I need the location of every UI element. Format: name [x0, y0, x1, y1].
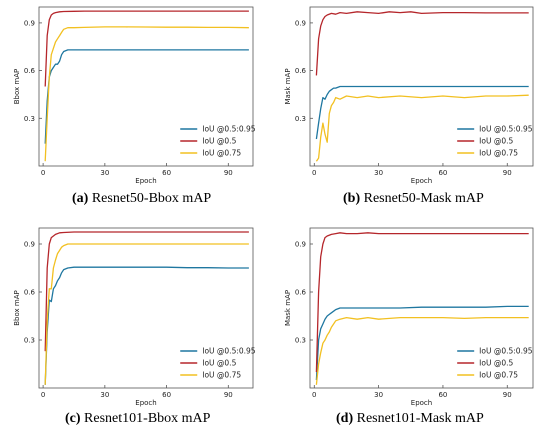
chart-d-ytick-label: 0.6 — [295, 289, 307, 297]
chart-b-ylabel: Mask mAP — [284, 68, 292, 104]
chart-a-legend-label-2: IoU @0.75 — [202, 149, 241, 158]
chart-a-legend-label-0: IoU @0.5:0.95 — [202, 125, 256, 134]
chart-b-series-0-line — [315, 85, 529, 140]
chart-b-frame — [309, 6, 534, 167]
caption-a: (a) Resnet50-Bbox mAP — [72, 191, 211, 207]
caption-c-text: Resnet101-Bbox mAP — [80, 411, 211, 426]
chart-d: 0.3 0.6 0.9 0 30 60 90 Epoch Mask mAP IoU @0.5:0.… — [284, 227, 534, 407]
chart-b-legend-label-2: IoU @0.75 — [479, 149, 518, 158]
caption-c: (c) Resnet101-Bbox mAP — [65, 411, 210, 427]
chart-d-series-1-line — [315, 232, 529, 373]
chart-c-legend-label-0: IoU @0.5:0.95 — [202, 347, 256, 356]
chart-a-xtick-label: 90 — [224, 169, 233, 177]
chart-a-frame — [38, 6, 254, 167]
chart-d-legend-label-0: IoU @0.5:0.95 — [479, 347, 533, 356]
chart-a-xtick-label: 60 — [162, 169, 171, 177]
chart-b-xlabel: Epoch — [411, 177, 432, 185]
chart-b-series-2-line — [315, 94, 529, 162]
chart-a-series-2-line — [44, 26, 249, 162]
chart-c-legend-label-1: IoU @0.5 — [202, 359, 236, 368]
chart-b-ytick-label: 0.9 — [295, 19, 306, 27]
chart-b-xtick-label: 90 — [503, 169, 512, 177]
caption-a-text: Resnet50-Bbox mAP — [88, 191, 212, 206]
chart-d-legend-label-2: IoU @0.75 — [479, 371, 518, 380]
chart-a-xtick-label: 0 — [41, 169, 45, 177]
chart-c-ytick-label: 0.6 — [24, 289, 36, 297]
chart-d-xtick-label: 30 — [374, 391, 383, 399]
chart-c-ytick-label: 0.9 — [24, 241, 35, 249]
chart-b-xtick-label: 60 — [438, 169, 447, 177]
chart-a-series-1-line — [44, 10, 249, 87]
chart-a-ytick-label: 0.3 — [24, 115, 35, 123]
caption-b: (b) Resnet50-Mask mAP — [343, 191, 484, 207]
chart-c-ylabel: Bbox mAP — [13, 290, 21, 326]
chart-c-xtick-label: 90 — [224, 391, 233, 399]
caption-d-text: Resnet101-Mask mAP — [353, 411, 484, 426]
chart-a-legend-label-1: IoU @0.5 — [202, 137, 236, 146]
chart-d-ylabel: Mask mAP — [284, 290, 292, 326]
chart-d-ytick-label: 0.9 — [295, 241, 306, 249]
chart-a-xtick-label: 30 — [100, 169, 109, 177]
chart-d-xlabel: Epoch — [411, 399, 432, 407]
chart-d-series-0-line — [315, 305, 529, 381]
caption-d-letter: (d) — [336, 411, 354, 426]
caption-b-letter: (b) — [343, 191, 361, 206]
chart-b-ytick-label: 0.3 — [295, 115, 306, 123]
chart-c-ytick-label: 0.3 — [24, 337, 35, 345]
chart-b-legend-label-1: IoU @0.5 — [479, 137, 513, 146]
chart-b-xtick-label: 30 — [374, 169, 383, 177]
chart-a-ytick-label: 0.9 — [24, 19, 35, 27]
chart-c-xtick-label: 60 — [162, 391, 171, 399]
chart-c-xtick-label: 0 — [41, 391, 45, 399]
chart-a-ytick-label: 0.6 — [24, 67, 36, 75]
chart-b-legend-label-0: IoU @0.5:0.95 — [479, 125, 533, 134]
chart-c-legend-label-2: IoU @0.75 — [202, 371, 241, 380]
caption-a-letter: (a) — [72, 191, 89, 206]
caption-c-letter: (c) — [65, 411, 81, 426]
chart-b-ytick-label: 0.6 — [295, 67, 307, 75]
chart-c-series-1-line — [44, 231, 249, 352]
chart-b-xtick-label: 0 — [312, 169, 316, 177]
chart-c-xtick-label: 30 — [100, 391, 109, 399]
chart-a-xlabel: Epoch — [135, 177, 156, 185]
chart-b-series-1-line — [315, 11, 529, 76]
chart-d-legend-label-1: IoU @0.5 — [479, 359, 513, 368]
chart-c-series-0-line — [44, 266, 249, 385]
chart-a-ylabel: Bbox mAP — [13, 69, 21, 105]
chart-d-xtick-label: 60 — [438, 391, 447, 399]
chart-c-series-2-line — [44, 243, 249, 385]
caption-d: (d) Resnet101-Mask mAP — [336, 411, 484, 427]
chart-d-xtick-label: 90 — [503, 391, 512, 399]
chart-d-series-2-line — [315, 316, 529, 385]
chart-c: 0.3 0.6 0.9 0 30 60 90 Epoch Bbox mAP IoU @0.5:0.… — [13, 227, 256, 407]
chart-d-frame — [309, 227, 534, 389]
caption-b-text: Resnet50-Mask mAP — [360, 191, 484, 206]
chart-a: 0.3 0.6 0.9 0 30 60 90 Epoch Bbox mAP IoU @0.5:0.… — [13, 6, 256, 185]
chart-b: 0.3 0.6 0.9 0 30 60 90 Epoch Mask mAP IoU @0.5:0.… — [284, 6, 534, 185]
chart-a-series-0-line — [44, 49, 249, 144]
chart-d-xtick-label: 0 — [312, 391, 316, 399]
chart-c-frame — [38, 227, 254, 389]
chart-d-ytick-label: 0.3 — [295, 337, 306, 345]
chart-c-xlabel: Epoch — [135, 399, 156, 407]
